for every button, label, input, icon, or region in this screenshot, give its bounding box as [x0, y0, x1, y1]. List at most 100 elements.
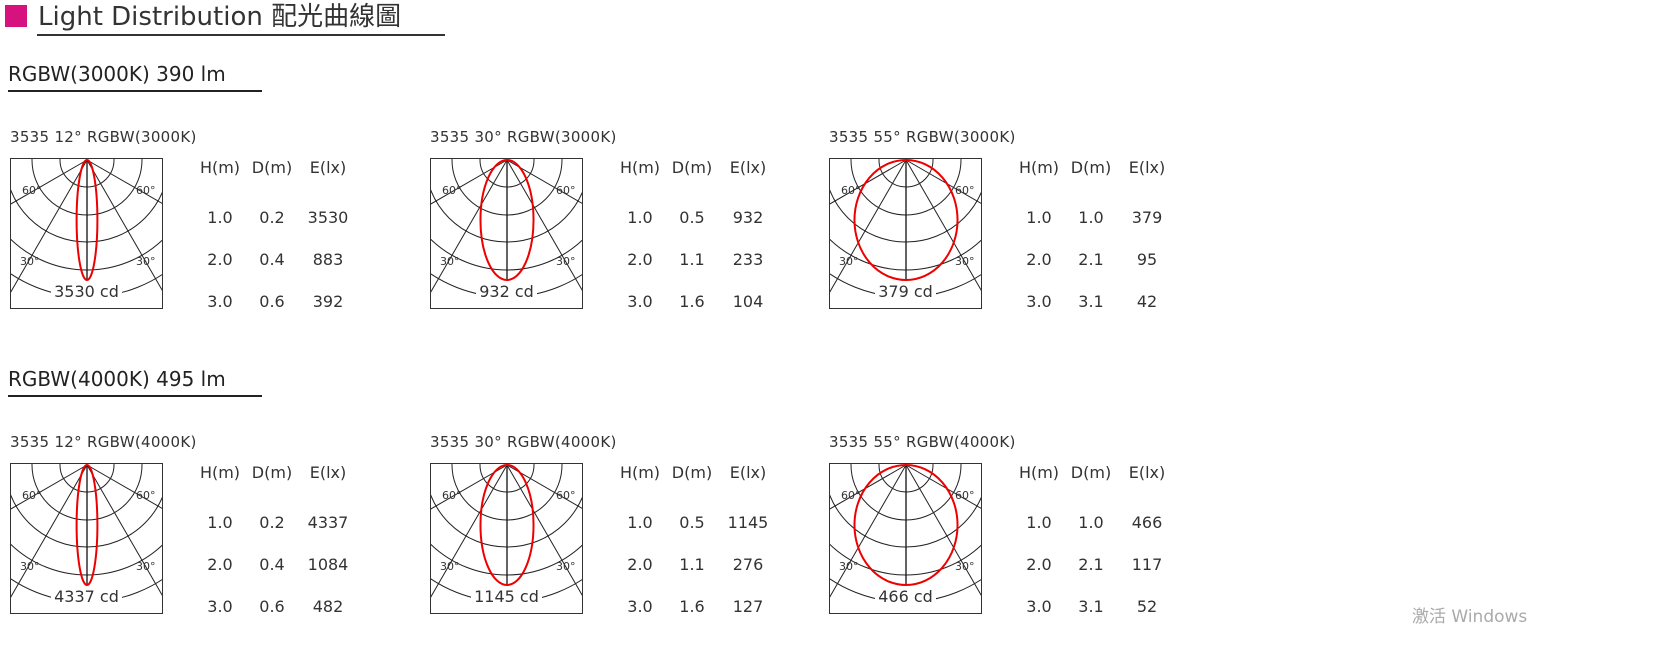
table-header: E(lx) [729, 158, 767, 177]
polar-diagram: 60° 60° 30° 30° [829, 463, 982, 614]
table-header: H(m) [199, 463, 241, 482]
section-title: RGBW(3000K) 390 lm [8, 62, 226, 86]
polar-diagram: 60° 60° 30° 30° [430, 158, 583, 309]
table-cell: 3.0 [627, 597, 653, 616]
polar-angle-label: 30° [136, 255, 156, 268]
table-cell: 1.0 [627, 513, 653, 532]
table-cell: 1.0 [207, 208, 233, 227]
polar-diagram: 60° 60° 30° 30° [430, 463, 583, 614]
table-cell: 1145 [727, 513, 769, 532]
polar-angle-label: 60° [841, 489, 861, 502]
table-cell: 1.0 [627, 208, 653, 227]
table-header: E(lx) [1128, 158, 1166, 177]
table-header: D(m) [671, 158, 713, 177]
polar-grid-radial [86, 159, 162, 204]
table-cell: 0.5 [679, 208, 705, 227]
light-distribution-chart: 3535 55° RGBW(4000K) 60° 60° 30° 30° 466 cd… [829, 433, 1169, 623]
candela-value: 4337 cd [51, 587, 122, 606]
polar-grid-radial [830, 159, 907, 293]
polar-grid-radial [11, 159, 88, 205]
table-header: H(m) [199, 158, 241, 177]
table-header: D(m) [671, 463, 713, 482]
table-cell: 2.0 [207, 555, 233, 574]
polar-angle-label: 60° [955, 489, 975, 502]
table-cell: 2.1 [1078, 250, 1104, 269]
page-title: Light Distribution 配光曲線圖 [38, 2, 402, 32]
table-cell: 1.6 [679, 292, 705, 311]
table-cell: 379 [1131, 208, 1163, 227]
polar-angle-label: 60° [556, 489, 576, 502]
intensity-curve [75, 464, 99, 586]
table-header: E(lx) [1128, 463, 1166, 482]
polar-grid-radial [431, 464, 508, 598]
polar-angle-label: 30° [440, 255, 460, 268]
table-cell: 3530 [307, 208, 349, 227]
candela-label: 379 cd [829, 282, 982, 301]
polar-angle-label: 60° [136, 489, 156, 502]
table-cell: 482 [312, 597, 344, 616]
candela-value: 1145 cd [471, 587, 542, 606]
table-cell: 3.1 [1078, 292, 1104, 311]
title-underline [37, 34, 445, 36]
intensity-curve [853, 464, 959, 586]
chart-title: 3535 55° RGBW(4000K) [829, 433, 1016, 451]
table-cell: 0.4 [259, 250, 285, 269]
table-cell: 932 [732, 208, 764, 227]
table-cell: 117 [1131, 555, 1163, 574]
table-cell: 0.2 [259, 208, 285, 227]
chart-title: 3535 12° RGBW(4000K) [10, 433, 197, 451]
chart-title: 3535 55° RGBW(3000K) [829, 128, 1016, 146]
table-cell: 1.0 [1026, 513, 1052, 532]
light-distribution-chart: 3535 12° RGBW(3000K) 60° 60° 30° 30° 3530 c… [10, 128, 350, 318]
chart-title: 3535 30° RGBW(3000K) [430, 128, 617, 146]
table-cell: 52 [1136, 597, 1158, 616]
table-cell: 1.1 [679, 555, 705, 574]
polar-grid-radial [506, 159, 582, 204]
section-underline [8, 90, 262, 92]
table-cell: 1.1 [679, 250, 705, 269]
polar-grid-radial [506, 159, 582, 291]
table-cell: 2.0 [627, 250, 653, 269]
table-header: H(m) [1018, 463, 1060, 482]
polar-angle-label: 30° [955, 255, 975, 268]
table-cell: 4337 [307, 513, 349, 532]
polar-grid-radial [905, 464, 981, 596]
polar-grid-radial [11, 464, 88, 598]
polar-angle-label: 30° [136, 560, 156, 573]
table-cell: 392 [312, 292, 344, 311]
polar-angle-label: 30° [440, 560, 460, 573]
polar-grid-radial [506, 464, 582, 509]
table-cell: 3.0 [1026, 292, 1052, 311]
polar-diagram: 60° 60° 30° 30° [10, 158, 163, 309]
light-distribution-chart: 3535 55° RGBW(3000K) 60° 60° 30° 30° 379 cd… [829, 128, 1169, 318]
polar-grid-radial [11, 464, 88, 510]
polar-angle-label: 30° [20, 255, 40, 268]
table-cell: 0.6 [259, 292, 285, 311]
table-cell: 1.0 [207, 513, 233, 532]
table-cell: 276 [732, 555, 764, 574]
table-cell: 1.6 [679, 597, 705, 616]
polar-grid-radial [431, 464, 508, 510]
polar-grid-radial [86, 464, 162, 509]
polar-grid-radial [830, 464, 907, 510]
table-header: E(lx) [309, 158, 347, 177]
polar-angle-label: 30° [556, 560, 576, 573]
table-cell: 1.0 [1026, 208, 1052, 227]
table-header: E(lx) [729, 463, 767, 482]
polar-grid-radial [506, 464, 582, 596]
table-cell: 466 [1131, 513, 1163, 532]
intensity-curve [479, 464, 535, 586]
polar-angle-label: 30° [955, 560, 975, 573]
table-cell: 0.5 [679, 513, 705, 532]
table-cell: 3.0 [207, 597, 233, 616]
polar-grid-radial [86, 159, 162, 291]
table-cell: 1084 [307, 555, 349, 574]
table-cell: 127 [732, 597, 764, 616]
polar-angle-label: 60° [442, 184, 462, 197]
polar-grid-radial [830, 464, 907, 598]
intensity-curve [479, 159, 535, 281]
table-header: H(m) [619, 463, 661, 482]
polar-angle-label: 30° [839, 255, 859, 268]
table-header: D(m) [1070, 158, 1112, 177]
candela-value: 3530 cd [51, 282, 122, 301]
